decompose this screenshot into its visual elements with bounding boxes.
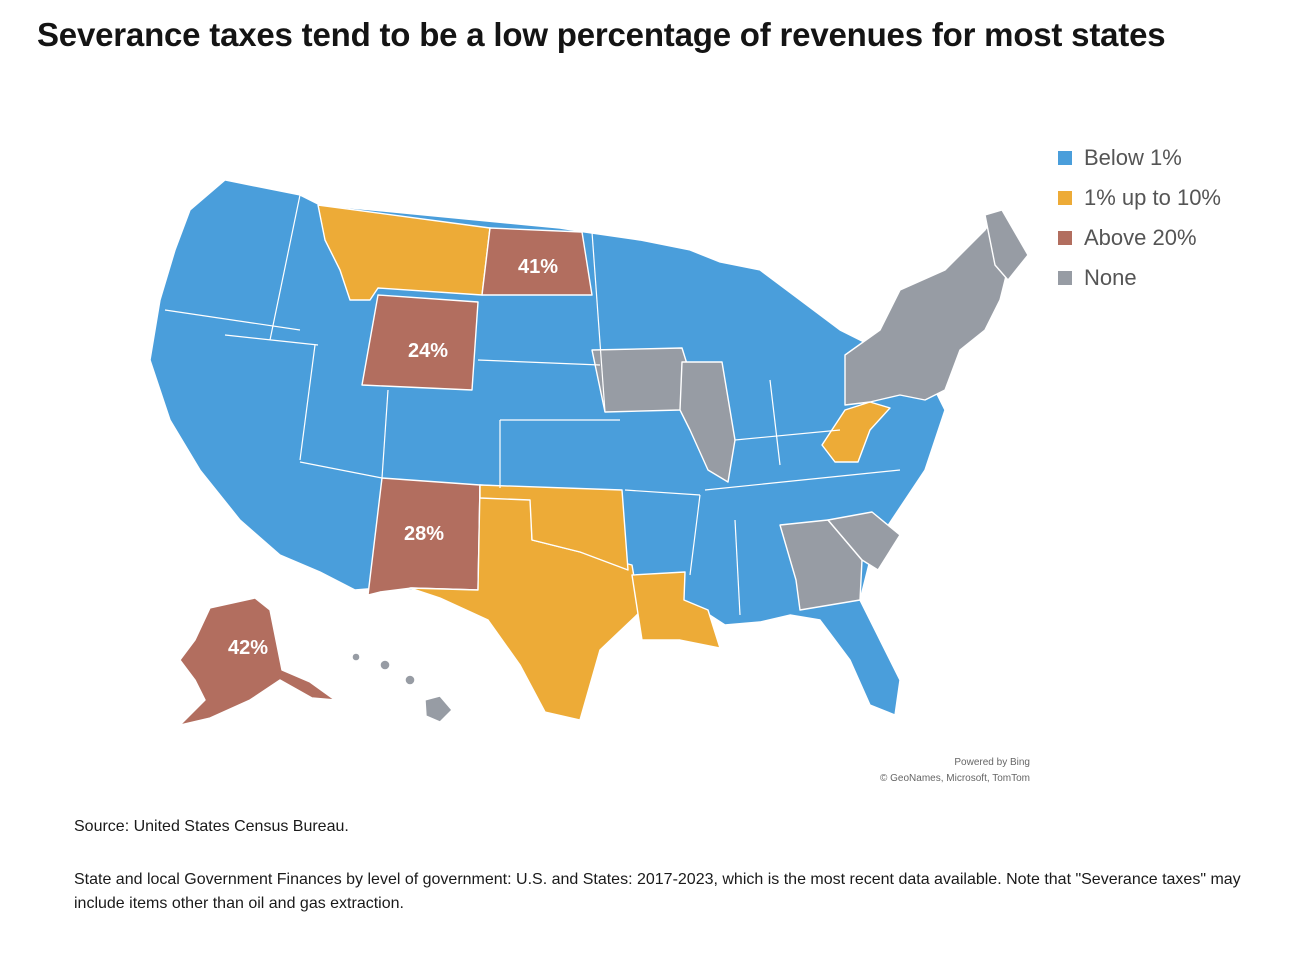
us-map: 41% 24% 28% 42% <box>0 120 1290 800</box>
source-text: Source: United States Census Bureau. <box>74 818 349 835</box>
note-text: State and local Government Finances by l… <box>74 871 1241 912</box>
credit-line-2: © GeoNames, Microsoft, TomTom <box>880 773 1030 784</box>
hawaii-islet-1 <box>351 652 361 662</box>
state-west-virginia <box>821 401 891 463</box>
label-new-mexico: 28% <box>404 523 444 545</box>
legend: Below 1% 1% up to 10% Above 20% None <box>1058 138 1221 298</box>
state-borders <box>164 194 901 616</box>
us-map-svg: 41% 24% 28% 42% <box>149 179 1029 726</box>
map-base-blue <box>149 179 946 721</box>
legend-label: Below 1% <box>1084 145 1182 170</box>
state-louisiana <box>631 571 721 649</box>
page-title: Severance taxes tend to be a low percent… <box>37 16 1166 53</box>
label-alaska: 42% <box>228 637 268 659</box>
legend-label: 1% up to 10% <box>1084 185 1221 210</box>
legend-swatch <box>1058 231 1072 245</box>
state-hawaii <box>424 695 453 723</box>
legend-swatch <box>1058 191 1072 205</box>
legend-item-1-to-10: 1% up to 10% <box>1058 178 1221 218</box>
state-alaska <box>179 597 336 726</box>
state-oklahoma <box>479 484 629 571</box>
state-illinois <box>679 361 736 483</box>
map-credit: Powered by Bing © GeoNames, Microsoft, T… <box>880 755 1030 787</box>
credit-line-1: Powered by Bing <box>954 757 1030 768</box>
state-north-dakota <box>481 227 593 296</box>
legend-item-below-1: Below 1% <box>1058 138 1221 178</box>
state-south-carolina <box>827 511 901 571</box>
hawaii-islet-3 <box>404 674 416 686</box>
state-maine <box>984 209 1029 281</box>
legend-swatch <box>1058 151 1072 165</box>
region-northeast <box>844 214 1011 406</box>
label-north-dakota: 41% <box>518 256 558 278</box>
legend-swatch <box>1058 271 1072 285</box>
legend-item-above-20: Above 20% <box>1058 218 1221 258</box>
hawaii-islet-2 <box>379 659 391 671</box>
legend-item-none: None <box>1058 258 1221 298</box>
label-wyoming: 24% <box>408 340 448 362</box>
state-wyoming <box>361 294 479 391</box>
state-iowa <box>591 347 693 413</box>
legend-label: None <box>1084 265 1137 290</box>
legend-label: Above 20% <box>1084 225 1197 250</box>
